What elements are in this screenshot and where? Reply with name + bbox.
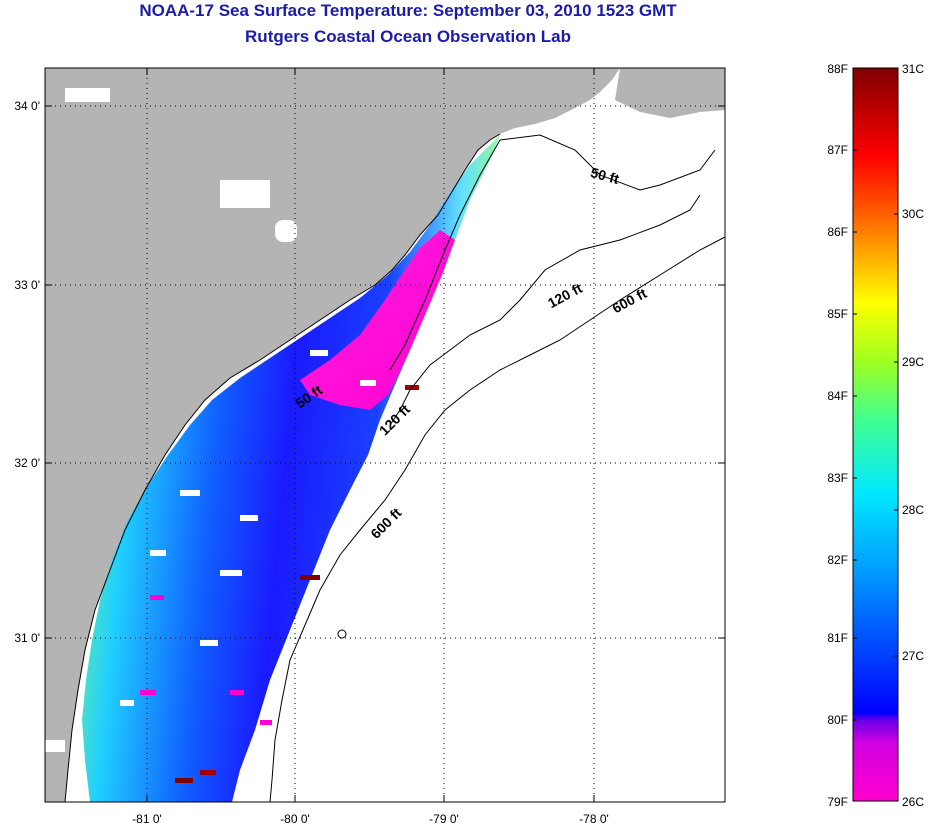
- map-subtitle: Rutgers Coastal Ocean Observation Lab: [245, 27, 571, 46]
- contour-600ft: [269, 236, 725, 802]
- cbar-c-31: 31C: [902, 62, 924, 76]
- map-frame: [44, 67, 726, 803]
- cbar-f-85: 85F: [827, 307, 848, 321]
- land-northeast: [615, 68, 725, 118]
- cloud-patches: [45, 88, 376, 752]
- cbar-f-84: 84F: [827, 389, 848, 403]
- cbar-f-80: 80F: [827, 713, 848, 727]
- lat-label-33: 33 0': [14, 278, 40, 292]
- cbar-c-27: 27C: [902, 649, 924, 663]
- lon-label-80: -80 0': [280, 812, 310, 826]
- colorbar-gradient: [852, 67, 899, 802]
- lon-label-78: -78 0': [579, 812, 609, 826]
- cbar-f-86: 86F: [827, 225, 848, 239]
- lat-label-31: 31 0': [14, 631, 40, 645]
- lat-label-34: 34 0': [14, 99, 40, 113]
- contour-label-50ft: 50 ft: [589, 164, 621, 187]
- contour-50ft: [389, 134, 716, 371]
- map-grid: [45, 68, 725, 802]
- cbar-c-30: 30C: [902, 207, 924, 221]
- cbar-f-79: 79F: [827, 795, 848, 809]
- cbar-c-29: 29C: [902, 355, 924, 369]
- cbar-f-81: 81F: [827, 631, 848, 645]
- cbar-f-87: 87F: [827, 143, 848, 157]
- contour-120ft: [389, 194, 701, 426]
- cbar-f-88: 88F: [827, 62, 848, 76]
- colorbar-ticks: [853, 149, 898, 721]
- lon-label-79: -79 0': [429, 812, 459, 826]
- cbar-f-82: 82F: [827, 553, 848, 567]
- lat-label-32: 32 0': [14, 456, 40, 470]
- cbar-c-26: 26C: [902, 795, 924, 809]
- lon-label-81: -81 0': [132, 812, 162, 826]
- map-title: NOAA-17 Sea Surface Temperature: Septemb…: [139, 1, 677, 20]
- land-mass: [45, 68, 620, 802]
- cbar-f-83: 83F: [827, 471, 848, 485]
- seamount-contour: [337, 629, 347, 639]
- coastline: [64, 133, 501, 802]
- axis-ticks: [45, 68, 725, 802]
- sst-warm-patch: [300, 230, 455, 410]
- cbar-c-28: 28C: [902, 503, 924, 517]
